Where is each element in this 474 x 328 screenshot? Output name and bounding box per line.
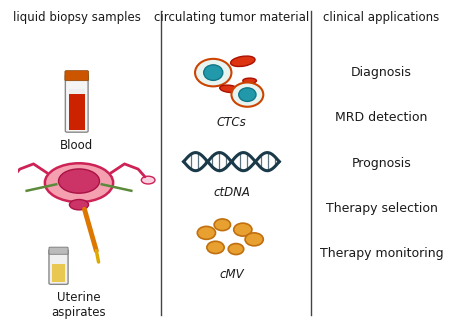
Bar	[69, 89, 85, 94]
Ellipse shape	[239, 88, 256, 101]
Circle shape	[214, 219, 230, 231]
Text: clinical applications: clinical applications	[323, 11, 440, 24]
Text: Therapy monitoring: Therapy monitoring	[320, 247, 443, 260]
Ellipse shape	[231, 82, 263, 107]
Circle shape	[197, 226, 216, 239]
Ellipse shape	[195, 59, 231, 86]
FancyBboxPatch shape	[49, 247, 68, 254]
Ellipse shape	[220, 85, 238, 92]
Circle shape	[234, 223, 252, 236]
FancyBboxPatch shape	[65, 74, 88, 132]
Ellipse shape	[70, 199, 89, 210]
Text: Prognosis: Prognosis	[352, 157, 411, 170]
Ellipse shape	[45, 163, 113, 202]
Circle shape	[207, 241, 224, 254]
Ellipse shape	[58, 169, 100, 193]
Text: Diagnosis: Diagnosis	[351, 66, 412, 79]
Ellipse shape	[141, 176, 155, 184]
Ellipse shape	[230, 56, 255, 67]
Bar	[69, 94, 85, 130]
FancyBboxPatch shape	[49, 249, 68, 284]
Circle shape	[228, 244, 244, 255]
Text: circulating tumor material: circulating tumor material	[154, 11, 309, 24]
Text: liquid biopsy samples: liquid biopsy samples	[13, 11, 141, 24]
Text: cMV: cMV	[219, 269, 244, 281]
Text: MRD detection: MRD detection	[336, 112, 428, 124]
FancyBboxPatch shape	[65, 71, 89, 81]
Ellipse shape	[3, 176, 17, 184]
Text: Blood: Blood	[60, 139, 93, 152]
Ellipse shape	[204, 65, 223, 80]
Text: Therapy selection: Therapy selection	[326, 202, 438, 215]
Text: Uterine
aspirates: Uterine aspirates	[52, 291, 106, 319]
Text: ctDNA: ctDNA	[213, 186, 250, 199]
Bar	[52, 264, 65, 282]
Circle shape	[245, 233, 263, 246]
Ellipse shape	[243, 78, 256, 83]
Text: CTCs: CTCs	[217, 116, 246, 129]
